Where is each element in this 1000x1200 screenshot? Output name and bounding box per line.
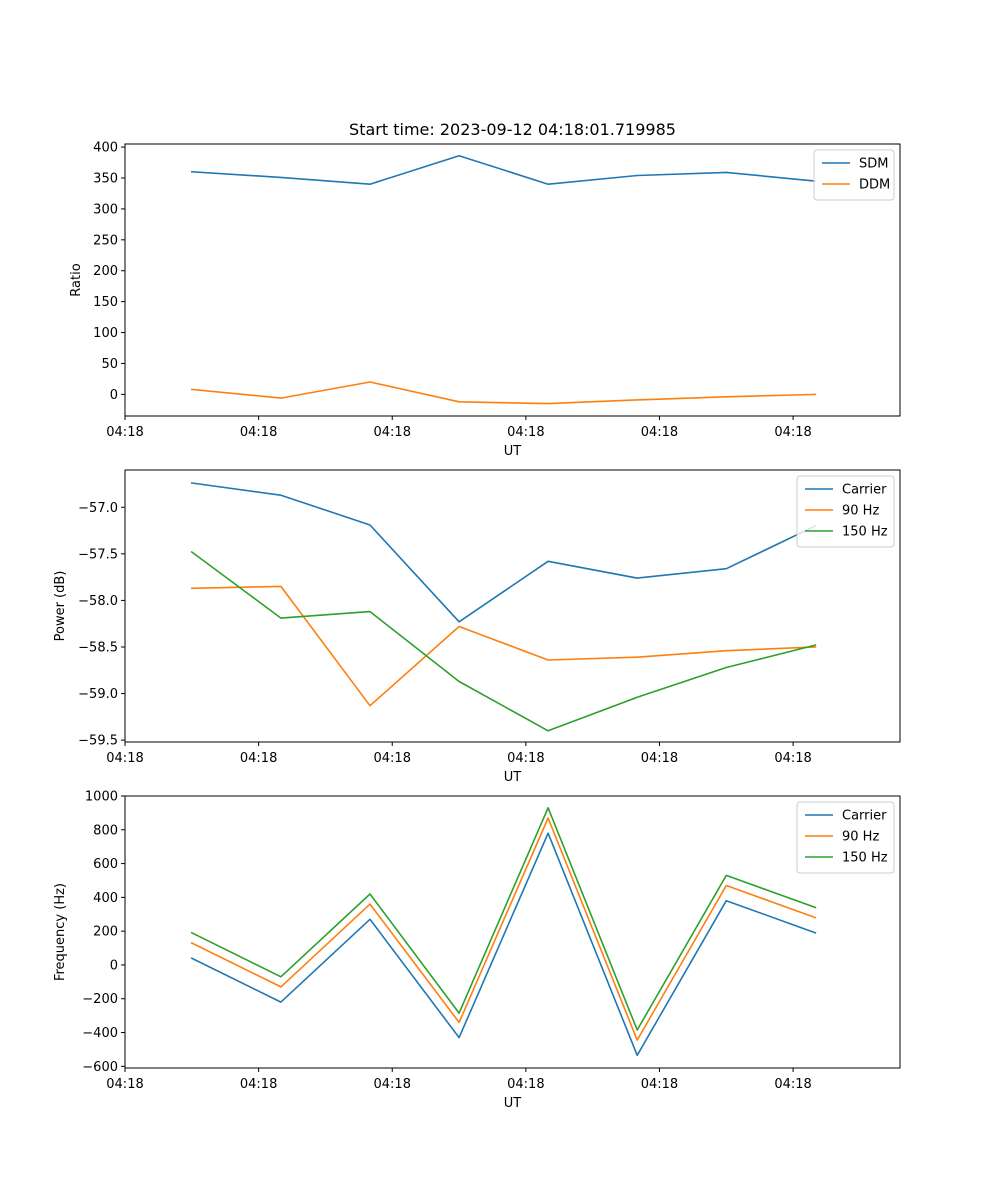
y-axis-label: Frequency (Hz)	[53, 883, 68, 981]
axes-frame	[124, 795, 901, 1069]
legend-entry: SDM	[859, 157, 888, 172]
series-line-90-hz	[190, 585, 817, 707]
x-tick-label: 04:18	[240, 1077, 277, 1092]
legend-entry: 150 Hz	[842, 851, 888, 866]
y-tick-label: −57.5	[78, 547, 118, 562]
power-panel: 04:18 04:18 04:18 04:18 04:18 04:18 −59.5 −59.0…	[53, 469, 901, 785]
x-tick-label: 04:18	[106, 751, 143, 766]
y-tick-label: −600	[82, 1060, 118, 1075]
x-tick-label: 04:18	[507, 425, 544, 440]
series-line-150-hz	[190, 550, 817, 732]
x-tick-label: 04:18	[641, 425, 678, 440]
x-axis-label: UT	[504, 770, 522, 785]
y-tick-label: 200	[93, 925, 118, 940]
y-tick-label: 1000	[85, 790, 118, 805]
legend-entry: Carrier	[842, 809, 887, 824]
y-tick-label: 400	[93, 891, 118, 906]
legend-entry: 90 Hz	[842, 504, 879, 519]
frequency-panel: 04:18 04:18 04:18 04:18 04:18 04:18 −600 −400 −2…	[53, 790, 901, 1111]
series-line-ddm	[190, 381, 817, 405]
y-axis-label: Ratio	[69, 263, 84, 296]
axes-frame	[124, 143, 901, 417]
y-tick-label: −59.5	[78, 734, 118, 749]
series-line-90-hz	[190, 817, 817, 1041]
legend-entry: 150 Hz	[842, 525, 888, 540]
x-tick-label: 04:18	[374, 751, 411, 766]
x-tick-label: 04:18	[240, 751, 277, 766]
x-tick-label: 04:18	[240, 425, 277, 440]
legend-entry: Carrier	[842, 483, 887, 498]
y-tick-label: −57.0	[78, 501, 118, 516]
legend: SDM DDM	[813, 149, 895, 201]
legend-entry: DDM	[859, 178, 890, 193]
y-tick-label: 50	[101, 357, 118, 372]
x-tick-label: 04:18	[507, 751, 544, 766]
y-tick-label: 150	[93, 295, 118, 310]
axes-frame	[124, 469, 901, 743]
x-tick-label: 04:18	[774, 1077, 811, 1092]
legend-box	[796, 801, 895, 874]
y-tick-label: −58.5	[78, 640, 118, 655]
x-tick-label: 04:18	[774, 425, 811, 440]
ratio-panel: Start time: 2023-09-12 04:18:01.71998504…	[69, 120, 901, 459]
legend-box	[796, 475, 895, 548]
y-tick-label: 600	[93, 857, 118, 872]
x-tick-label: 04:18	[106, 425, 143, 440]
y-tick-label: 400	[93, 141, 118, 156]
series-line-150-hz	[190, 806, 817, 1031]
y-axis-label: Power (dB)	[53, 571, 68, 642]
x-tick-label: 04:18	[507, 1077, 544, 1092]
y-tick-label: 0	[110, 958, 118, 973]
y-tick-label: 350	[93, 172, 118, 187]
legend: Carrier 90 Hz 150 Hz	[796, 475, 895, 548]
y-tick-label: 100	[93, 326, 118, 341]
y-tick-label: 800	[93, 823, 118, 838]
x-tick-label: 04:18	[106, 1077, 143, 1092]
y-tick-label: −59.0	[78, 687, 118, 702]
legend: Carrier 90 Hz 150 Hz	[796, 801, 895, 874]
x-tick-label: 04:18	[641, 751, 678, 766]
y-tick-label: −200	[82, 992, 118, 1007]
legend-entry: 90 Hz	[842, 830, 879, 845]
series-line-carrier	[190, 482, 817, 623]
series-line-sdm	[190, 154, 817, 185]
x-axis-label: UT	[504, 1096, 522, 1111]
y-tick-label: 300	[93, 202, 118, 217]
y-tick-label: 200	[93, 264, 118, 279]
y-tick-label: −58.0	[78, 594, 118, 609]
x-tick-label: 04:18	[641, 1077, 678, 1092]
x-tick-label: 04:18	[374, 1077, 411, 1092]
y-tick-label: 0	[110, 388, 118, 403]
chart-title: Start time: 2023-09-12 04:18:01.719985	[349, 120, 676, 139]
y-tick-label: 250	[93, 233, 118, 248]
x-tick-label: 04:18	[374, 425, 411, 440]
y-tick-label: −400	[82, 1026, 118, 1041]
x-tick-label: 04:18	[774, 751, 811, 766]
series-line-carrier	[190, 832, 817, 1057]
x-axis-label: UT	[504, 444, 522, 459]
